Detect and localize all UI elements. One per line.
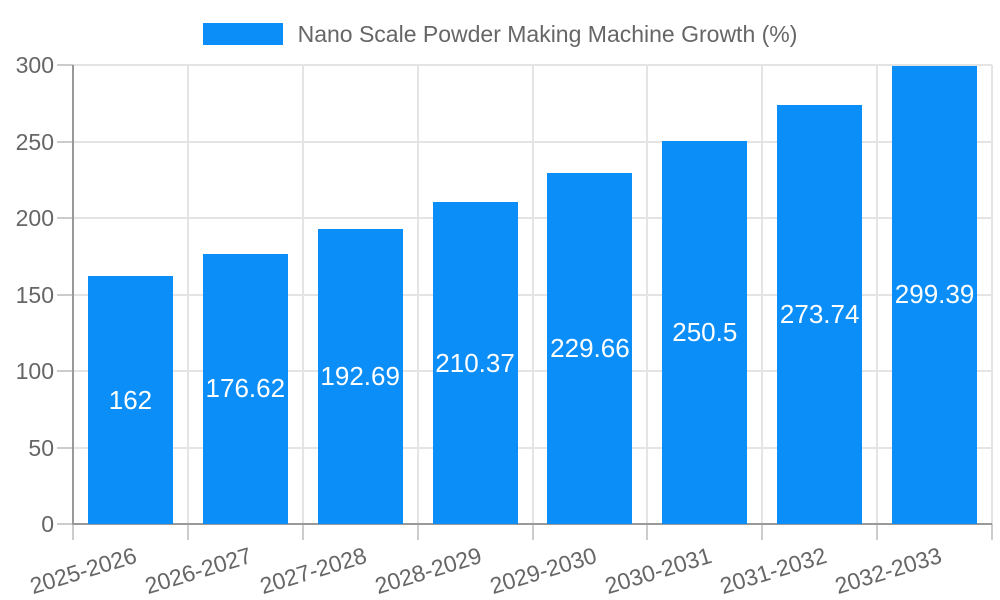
x-axis-tick (531, 524, 534, 540)
bar-value-label: 250.5 (672, 316, 738, 347)
bar[interactable]: 299.39 (892, 65, 978, 524)
bar-value-label: 176.62 (205, 373, 286, 404)
x-tick-label: 2026-2027 (142, 542, 255, 600)
y-axis-tick (57, 140, 73, 143)
x-axis-tick (186, 524, 189, 540)
bar-value-label: 229.66 (550, 332, 630, 363)
y-axis-tick (57, 293, 73, 296)
y-axis-line (72, 65, 74, 524)
gridline-vertical (531, 65, 534, 524)
y-tick-label: 250 (15, 128, 54, 155)
x-axis-tick (761, 524, 764, 540)
x-axis-tick (301, 524, 304, 540)
gridline-vertical (761, 65, 764, 524)
legend-swatch (202, 23, 283, 45)
gridline-vertical (416, 65, 419, 524)
legend-label: Nano Scale Powder Making Machine Growth … (297, 21, 798, 47)
bar-value-label: 210.37 (435, 347, 515, 378)
y-tick-label: 50 (28, 434, 54, 461)
x-tick-label: 2032-2033 (831, 542, 945, 600)
bar-value-label: 299.39 (894, 279, 975, 310)
bar[interactable]: 176.62 (202, 253, 288, 524)
y-axis-tick (57, 217, 73, 219)
y-tick-label: 100 (15, 358, 54, 384)
x-axis-tick (72, 524, 74, 540)
bar[interactable]: 273.74 (777, 105, 863, 524)
x-tick-label: 2029-2030 (486, 542, 600, 600)
y-axis-tick (57, 523, 73, 525)
bar[interactable]: 192.69 (317, 229, 403, 524)
bar[interactable]: 229.66 (547, 172, 633, 524)
x-axis-line (72, 523, 992, 525)
x-tick-label: 2028-2029 (371, 542, 485, 600)
y-axis-tick (57, 64, 73, 66)
x-tick-label: 2031-2032 (716, 542, 830, 600)
x-axis-tick (416, 524, 419, 540)
x-tick-label: 2025-2026 (27, 542, 141, 600)
x-axis-tick (646, 524, 649, 540)
bar-value-label: 192.69 (320, 361, 400, 392)
x-tick-label: 2027-2028 (256, 542, 370, 600)
bar[interactable]: 250.5 (662, 140, 748, 524)
gridline-vertical (876, 65, 879, 524)
y-tick-label: 200 (15, 205, 54, 231)
x-tick-label: 2030-2031 (601, 542, 715, 600)
x-axis-tick (991, 524, 993, 540)
chart-legend[interactable]: Nano Scale Powder Making Machine Growth … (0, 20, 1000, 48)
y-axis-tick (57, 446, 73, 449)
y-tick-label: 300 (15, 52, 54, 78)
bar-value-label: 273.74 (779, 299, 860, 330)
gridline-vertical (991, 65, 993, 524)
x-axis-tick (876, 524, 879, 540)
bar[interactable]: 210.37 (432, 202, 518, 524)
y-tick-label: 0 (41, 511, 54, 537)
bar[interactable]: 162 (87, 276, 173, 524)
bar-value-label: 162 (108, 384, 153, 415)
y-axis-tick (57, 370, 73, 372)
gridline-vertical (301, 65, 304, 524)
y-tick-label: 150 (15, 281, 54, 308)
gridline-vertical (646, 65, 649, 524)
gridline-vertical (186, 65, 189, 524)
